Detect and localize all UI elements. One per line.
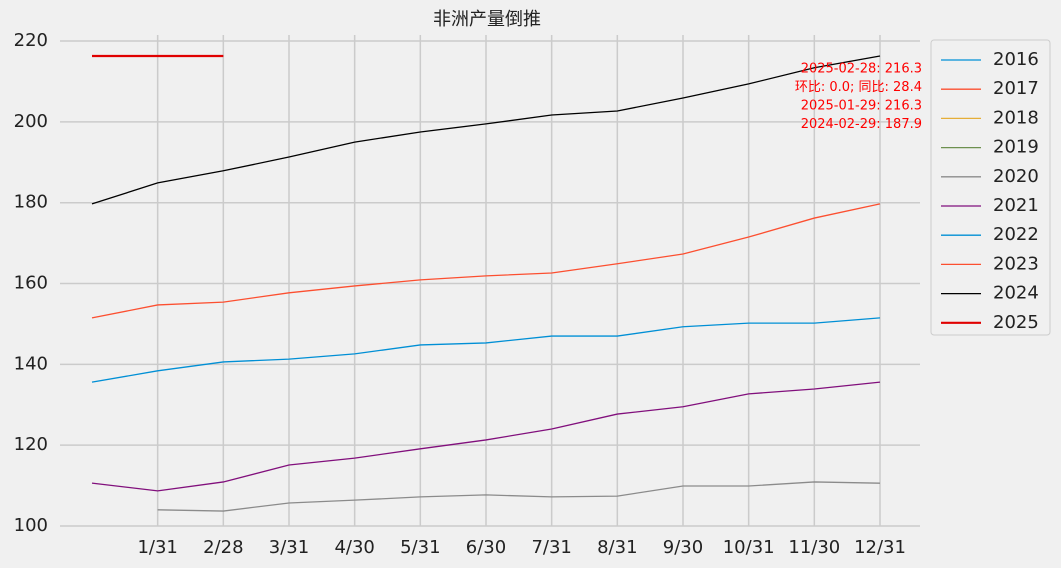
x-tick-label: 7/31	[531, 537, 571, 558]
legend-label: 2022	[993, 224, 1039, 245]
legend-label: 2017	[993, 78, 1039, 99]
x-tick-label: 8/31	[597, 537, 637, 558]
x-tick-label: 6/30	[466, 537, 506, 558]
y-tick-label: 100	[14, 515, 48, 536]
legend-label: 2023	[993, 253, 1039, 274]
legend-label: 2024	[993, 283, 1039, 304]
y-tick-label: 140	[14, 353, 48, 374]
x-tick-label: 1/31	[137, 537, 177, 558]
x-tick-label: 11/30	[788, 537, 840, 558]
legend-label: 2016	[993, 49, 1039, 70]
legend-label: 2021	[993, 195, 1039, 216]
series-line	[91, 381, 881, 492]
y-tick-label: 120	[14, 434, 48, 455]
annotation: 2025-01-29: 216.3	[801, 99, 922, 114]
annotation: 环比: 0.0; 同比: 28.4	[795, 80, 922, 95]
series-line	[91, 203, 881, 319]
y-tick-label: 160	[14, 273, 48, 294]
series-line	[91, 55, 881, 205]
x-tick-label: 12/31	[854, 537, 906, 558]
annotation: 2025-02-28: 216.3	[801, 62, 922, 77]
x-tick-label: 2/28	[203, 537, 243, 558]
legend-label: 2018	[993, 107, 1039, 128]
series-line	[91, 317, 881, 383]
legend-label: 2019	[993, 137, 1039, 158]
legend-label: 2025	[993, 312, 1039, 333]
chart-title: 非洲产量倒推	[433, 9, 541, 30]
y-tick-label: 200	[14, 111, 48, 132]
series-line	[157, 481, 881, 512]
legend-label: 2020	[993, 166, 1039, 187]
legend-box	[930, 39, 1051, 336]
x-tick-label: 9/30	[663, 537, 703, 558]
y-tick-label: 220	[14, 30, 48, 51]
annotation: 2024-02-29: 187.9	[801, 117, 922, 132]
x-tick-label: 5/31	[400, 537, 440, 558]
x-tick-label: 3/31	[269, 537, 309, 558]
x-tick-label: 4/30	[334, 537, 374, 558]
x-tick-label: 10/31	[723, 537, 775, 558]
y-tick-label: 180	[14, 192, 48, 213]
